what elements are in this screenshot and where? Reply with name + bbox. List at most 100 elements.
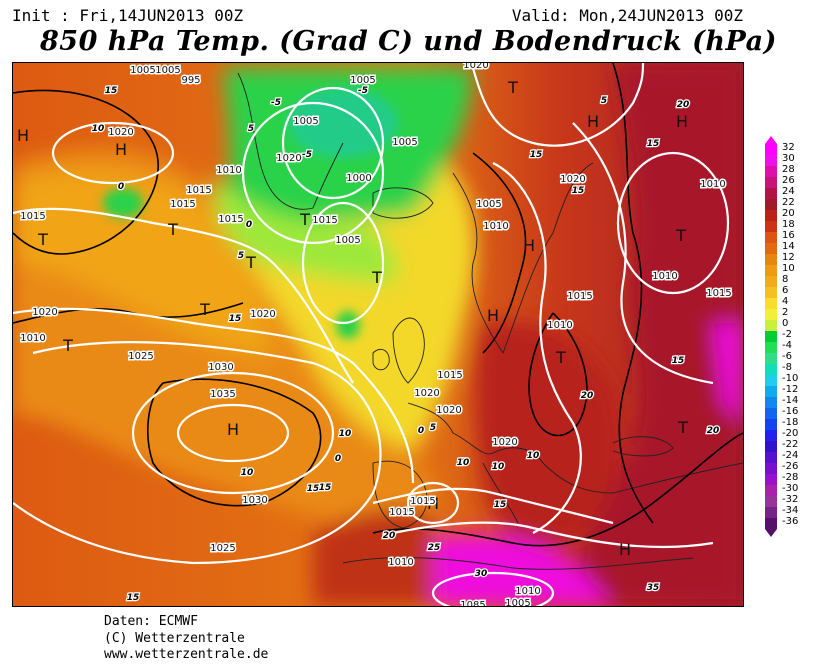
legend-label: -12 <box>782 384 799 395</box>
data-source-credit: Daten: ECMWF <box>104 614 198 629</box>
legend-label: 20 <box>782 208 795 219</box>
isotherm-label: 30 <box>475 569 488 579</box>
isotherm-label: 15 <box>105 86 118 96</box>
legend-swatch <box>765 474 777 485</box>
legend-swatch <box>765 419 777 430</box>
legend-swatch <box>765 232 777 243</box>
coast-europe <box>407 402 743 494</box>
isobar-label: 995 <box>181 75 200 86</box>
isotherm-label: 5 <box>461 458 467 468</box>
legend-swatch <box>765 221 777 232</box>
legend-label: 30 <box>782 153 795 164</box>
isobar-label: 1020 <box>414 388 439 399</box>
legend-label: -18 <box>782 417 799 428</box>
legend-label: 22 <box>782 197 795 208</box>
legend-swatch <box>765 485 777 496</box>
isobar-1010-east <box>492 162 582 534</box>
isotherm-label: 5 <box>248 124 254 134</box>
isobar-label: 1030 <box>208 362 233 373</box>
coast-britain <box>392 317 425 384</box>
legend-label: -2 <box>782 329 792 340</box>
high-pressure-label: H <box>523 236 535 255</box>
legend-swatch <box>765 265 777 276</box>
isobar-label: 1015 <box>186 185 211 196</box>
high-pressure-label: H <box>227 420 239 439</box>
weather-map: H H H H H H H H H T T T T T T T T T T T 1005 1005 995 1005 1005 1… <box>12 62 744 607</box>
isobar-label: 1005 <box>392 137 417 148</box>
legend-label: 14 <box>782 241 795 252</box>
legend-label: -24 <box>782 450 799 461</box>
isotherm-label: 10 <box>492 462 505 472</box>
isobar-label: 1015 <box>218 214 243 225</box>
isotherm-label: 15 <box>319 483 332 493</box>
isotherm-label: 0 <box>246 220 252 230</box>
isotherm-label: 20 <box>677 100 690 110</box>
isobar-label: 1010 <box>547 320 572 331</box>
legend-label: 24 <box>782 186 795 197</box>
isobar-label: 1010 <box>483 221 508 232</box>
isobar-label: 1020 <box>560 174 585 185</box>
init-time-label: Init : Fri,14JUN2013 00Z <box>12 6 244 25</box>
isobar-1030-high <box>131 371 335 495</box>
legend-label: -26 <box>782 461 799 472</box>
legend-label: -28 <box>782 472 799 483</box>
high-pressure-label: H <box>427 494 439 513</box>
isobar-1005-africa <box>431 571 555 606</box>
legend-swatch <box>765 375 777 386</box>
isobar-label: 1010 <box>216 165 241 176</box>
high-pressure-label: H <box>487 306 499 325</box>
isobar-1020-west <box>13 307 415 484</box>
isobar-label: 1005 <box>350 75 375 86</box>
low-pressure-label: T <box>37 230 48 249</box>
isobar-label: 1020 <box>436 405 461 416</box>
legend-label: -16 <box>782 406 799 417</box>
legend-label: -4 <box>782 340 792 351</box>
green-blob-west <box>103 188 143 218</box>
isobar-label: 1005 <box>476 199 501 210</box>
legend-label: -20 <box>782 428 799 439</box>
isotherm-label: 0 <box>418 426 424 436</box>
isobar-label: 1015 <box>20 211 45 222</box>
color-legend: 32 30 28 26 24 22 20 18 16 14 12 10 8 6 4 2 0 -2 -4 -6 -8 -10… <box>765 136 815 537</box>
isotherm-label: 0 <box>118 182 124 192</box>
legend-label: -6 <box>782 351 792 362</box>
isobar-label: 1005 <box>155 65 180 76</box>
legend-label: -10 <box>782 373 799 384</box>
isotherm-label: 15 <box>672 356 685 366</box>
legend-label: 4 <box>782 296 789 307</box>
isobar-label: 1010 <box>388 557 413 568</box>
legend-swatch <box>765 210 777 221</box>
legend-label: -8 <box>782 362 792 373</box>
isobar-label: 1025 <box>128 351 153 362</box>
legend-swatch <box>765 364 777 375</box>
isobar-label: 1020 <box>276 153 301 164</box>
high-pressure-label: H <box>17 126 29 145</box>
isobar-label: 1015 <box>170 199 195 210</box>
legend-label: -22 <box>782 439 799 450</box>
temp-zone-pink-southeast <box>713 323 743 423</box>
isotherm-label: -5 <box>271 98 281 108</box>
website-credit[interactable]: www.wetterzentrale.de <box>104 647 269 662</box>
coast-blacksea <box>612 436 674 457</box>
isobar-label: 1005 <box>335 235 360 246</box>
legend-label: 32 <box>782 142 795 153</box>
legend-label: 16 <box>782 230 795 241</box>
legend-swatch <box>765 177 777 188</box>
legend-label: 18 <box>782 219 795 230</box>
legend-swatch <box>765 441 777 452</box>
isobar-1035-high <box>176 403 290 463</box>
isobar-label: 1020 <box>108 127 133 138</box>
legend-swatch <box>765 155 777 166</box>
legend-bottom-arrow <box>765 529 777 537</box>
coast-greenland <box>237 72 344 210</box>
legend-label: 12 <box>782 252 795 263</box>
temp-zone-red-center <box>475 321 621 550</box>
legend-swatch <box>765 320 777 331</box>
legend-swatch <box>765 452 777 463</box>
isotherm-label: 5 <box>601 96 607 106</box>
isotherm-label: 5 <box>238 251 244 261</box>
low-pressure-label: T <box>199 300 210 319</box>
isobar-label: 1015 <box>410 496 435 507</box>
isotherm-label: -5 <box>358 86 368 96</box>
